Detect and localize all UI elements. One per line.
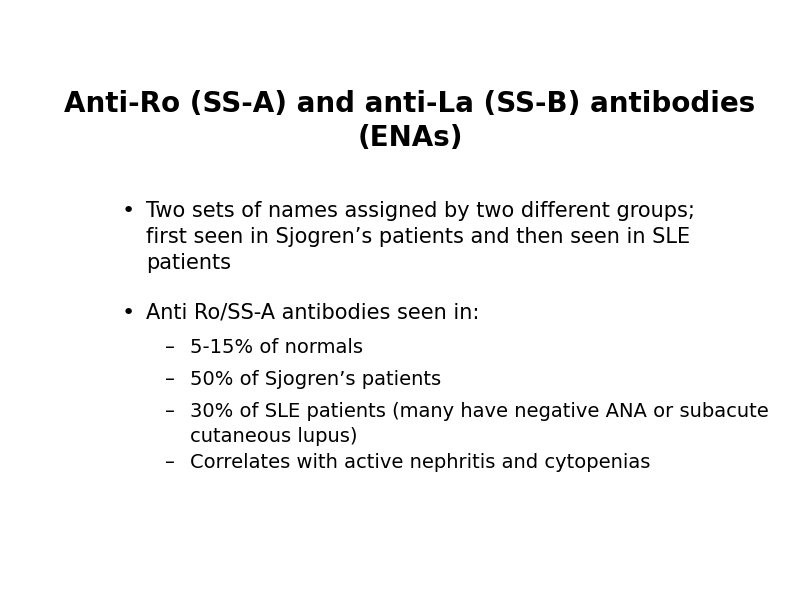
Text: Two sets of names assigned by two different groups;
first seen in Sjogren’s pati: Two sets of names assigned by two differ… — [146, 202, 695, 272]
Text: Anti Ro/SS-A antibodies seen in:: Anti Ro/SS-A antibodies seen in: — [146, 303, 480, 323]
Text: Anti-Ro (SS-A) and anti-La (SS-B) antibodies
(ENAs): Anti-Ro (SS-A) and anti-La (SS-B) antibo… — [64, 91, 756, 152]
Text: –: – — [165, 453, 175, 472]
Text: 5-15% of normals: 5-15% of normals — [190, 338, 363, 356]
Text: •: • — [122, 202, 135, 221]
Text: •: • — [122, 303, 135, 323]
Text: 50% of Sjogren’s patients: 50% of Sjogren’s patients — [190, 370, 441, 389]
Text: –: – — [165, 338, 175, 356]
Text: Correlates with active nephritis and cytopenias: Correlates with active nephritis and cyt… — [190, 453, 650, 472]
Text: 30% of SLE patients (many have negative ANA or subacute
cutaneous lupus): 30% of SLE patients (many have negative … — [190, 403, 769, 446]
Text: –: – — [165, 403, 175, 421]
Text: –: – — [165, 370, 175, 389]
